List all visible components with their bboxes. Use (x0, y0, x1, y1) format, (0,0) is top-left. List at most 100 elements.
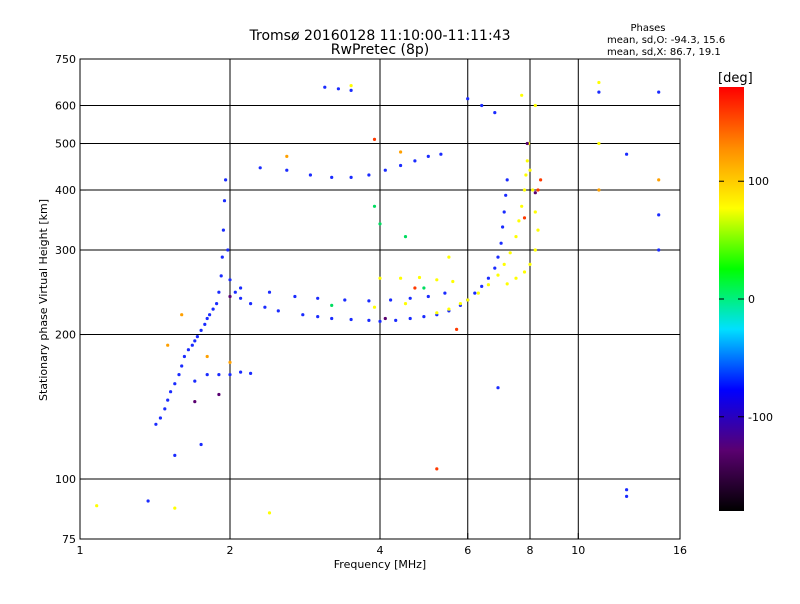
grid-lines (80, 59, 680, 539)
data-point (522, 270, 527, 274)
data-point (199, 328, 203, 332)
data-point (480, 284, 484, 288)
data-point (193, 339, 197, 343)
data-point (508, 251, 512, 255)
data-point (193, 400, 197, 404)
data-point (597, 141, 601, 146)
data-point (211, 307, 215, 311)
y-tick-label: 500 (55, 138, 76, 151)
data-point (316, 296, 320, 300)
data-point (514, 235, 518, 239)
data-point (372, 204, 377, 208)
data-point (220, 255, 224, 259)
data-point (408, 296, 412, 300)
phase-stats-x: mean, sd,X: 86.7, 19.1 (607, 47, 721, 58)
data-point (372, 305, 377, 309)
data-point (455, 327, 459, 331)
data-point (536, 188, 540, 192)
colorbar-tick-label: 100 (748, 175, 769, 188)
data-point (180, 364, 184, 368)
data-point (451, 279, 455, 284)
data-point (336, 87, 340, 91)
data-point (221, 228, 225, 232)
data-point (403, 302, 408, 306)
data-point (267, 290, 272, 294)
data-point (186, 348, 190, 352)
data-point (525, 159, 529, 163)
data-point (389, 298, 393, 302)
x-tick-label: 2 (227, 544, 234, 557)
data-point (330, 175, 334, 179)
data-point (426, 154, 430, 158)
data-point (399, 276, 403, 280)
data-point (533, 248, 537, 252)
data-point (496, 386, 500, 390)
data-point (517, 219, 521, 223)
data-point (226, 248, 230, 252)
data-point (435, 467, 439, 471)
data-point (625, 488, 629, 492)
data-point (228, 294, 232, 299)
data-point (597, 80, 601, 85)
data-point (486, 276, 490, 280)
data-point (493, 111, 497, 115)
data-point (458, 302, 462, 306)
phase-stats-o: mean, sd,O: -94.3, 15.6 (607, 35, 725, 46)
data-point (501, 225, 505, 229)
data-point (301, 313, 305, 317)
data-point (439, 152, 443, 156)
data-point (417, 275, 422, 280)
data-point (520, 204, 524, 208)
x-tick-label: 10 (571, 544, 585, 557)
data-point (349, 317, 353, 322)
data-point (330, 303, 334, 307)
data-point (383, 168, 387, 172)
x-tick-label: 1 (77, 544, 84, 557)
data-point (473, 291, 477, 295)
data-point (239, 370, 243, 374)
data-point (217, 373, 221, 377)
data-point (224, 178, 228, 182)
data-point (657, 90, 661, 94)
data-point (496, 255, 500, 259)
data-point (276, 309, 280, 313)
data-point (493, 266, 497, 270)
colorbar-label: [deg] (718, 71, 753, 86)
data-point (222, 199, 227, 203)
data-point (657, 178, 661, 182)
data-point (504, 193, 508, 197)
data-point (349, 175, 353, 179)
data-point (426, 294, 430, 299)
data-point (403, 235, 408, 239)
data-point (203, 322, 207, 326)
data-point (173, 506, 177, 510)
data-point (228, 373, 232, 377)
data-point (378, 319, 382, 323)
data-point (505, 178, 509, 182)
data-point (514, 276, 518, 280)
x-tick-label: 6 (464, 544, 471, 557)
data-point (163, 407, 167, 411)
data-point (217, 290, 221, 294)
data-point (330, 316, 334, 321)
data-point (447, 307, 451, 311)
x-axis-label: Frequency [MHz] (334, 558, 426, 571)
data-point (217, 392, 221, 397)
data-point (249, 302, 253, 306)
data-point (625, 494, 629, 498)
data-point (435, 311, 439, 315)
data-point (597, 90, 601, 94)
y-tick-label: 75 (62, 533, 76, 546)
chart-title: Tromsø 20160128 11:10:00-11:11:43 (249, 28, 511, 44)
data-point (308, 173, 312, 177)
data-point (367, 299, 371, 303)
colorbar-tick-label: 0 (748, 293, 755, 306)
data-point (173, 453, 177, 457)
y-tick-label: 100 (55, 473, 76, 486)
data-point (447, 255, 451, 259)
data-point (205, 373, 209, 377)
data-point (378, 276, 382, 280)
data-point (466, 298, 470, 302)
colorbar: [deg] 100 0 -100 (718, 71, 773, 511)
data-point (522, 216, 527, 220)
